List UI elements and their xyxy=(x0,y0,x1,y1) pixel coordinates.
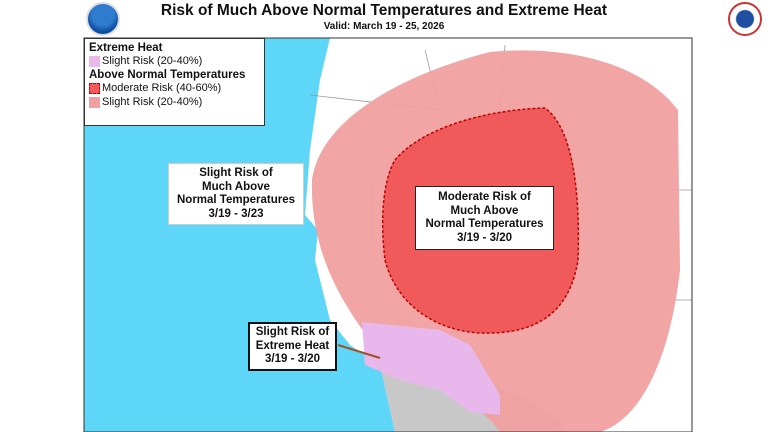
nws-logo xyxy=(728,2,762,36)
legend-label: Slight Risk (20-40%) xyxy=(102,96,203,108)
legend-item: Moderate Risk (40-60%) xyxy=(89,81,260,95)
callout-line: 3/19 - 3/20 xyxy=(265,353,320,366)
map-title: Risk of Much Above Normal Temperatures a… xyxy=(160,2,608,19)
callout-arrow xyxy=(337,344,381,359)
map-subtitle: Valid: March 19 - 25, 2026 xyxy=(323,21,445,32)
legend-above-normal-title: Above Normal Temperatures xyxy=(89,69,246,81)
extreme-heat-callout: Slight Risk of Extreme Heat 3/19 - 3/20 xyxy=(248,322,337,371)
callout-line: Slight Risk of xyxy=(199,167,273,179)
noaa-logo xyxy=(86,2,120,36)
callout-line: 3/19 - 3/20 xyxy=(457,231,512,244)
callout-line: Moderate Risk of xyxy=(438,191,531,203)
legend: Extreme Heat Slight Risk (20-40%) Above … xyxy=(84,38,265,126)
legend-item: Slight Risk (20-40%) xyxy=(89,54,260,68)
legend-item: Slight Risk (20-40%) xyxy=(89,95,260,109)
extreme-heat-slight-risk-area xyxy=(362,322,500,415)
callout-line: Much Above xyxy=(450,204,519,217)
callout-line: Normal Temperatures xyxy=(425,218,544,230)
callout-line: Much Above xyxy=(202,180,270,193)
callout-line: Normal Temperatures xyxy=(176,194,296,206)
legend-label: Slight Risk (20-40%) xyxy=(102,55,203,67)
legend-label: Moderate Risk (40-60%) xyxy=(102,82,222,94)
slight-risk-callout: Slight Risk of Much Above Normal Temperatu… xyxy=(168,163,304,225)
callout-line: Extreme Heat xyxy=(255,339,330,352)
callout-line: Slight Risk of xyxy=(255,326,330,339)
moderate-risk-callout: Moderate Risk of Much Above Normal Tempera… xyxy=(415,186,554,250)
callout-line: 3/19 - 3/23 xyxy=(208,207,264,220)
legend-extreme-heat-title: Extreme Heat xyxy=(89,42,163,54)
map-frame xyxy=(83,37,693,432)
swatch xyxy=(89,55,100,67)
swatch xyxy=(89,96,100,108)
swatch xyxy=(89,82,100,94)
